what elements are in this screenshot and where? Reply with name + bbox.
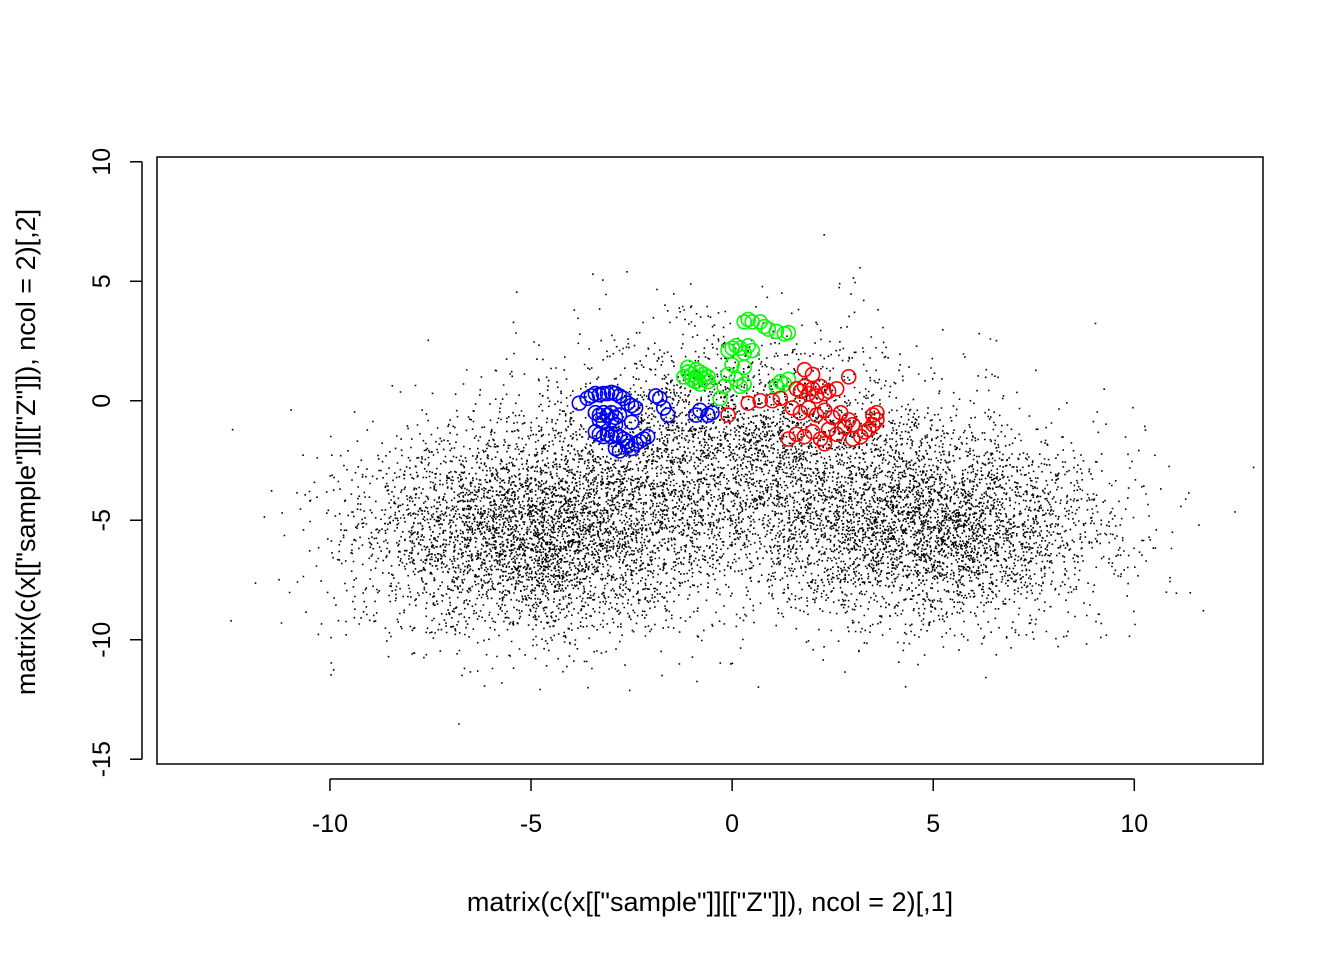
data-point [700, 407, 716, 423]
data-point [688, 407, 704, 423]
data-point [865, 407, 881, 423]
data-point [619, 395, 636, 411]
data-point [869, 404, 885, 421]
data-point [696, 371, 712, 388]
data-point [732, 378, 748, 395]
data-point [788, 426, 805, 443]
data-point [680, 359, 696, 376]
data-point [740, 395, 757, 411]
x-tick-label: 5 [926, 810, 940, 838]
data-point [720, 407, 736, 423]
y-tick-label: -5 [88, 509, 116, 531]
data-point [784, 400, 801, 416]
data-point [740, 311, 757, 328]
y-axis: -15 -10 -5 0 5 10 [88, 148, 143, 777]
data-point [700, 369, 716, 385]
data-point [804, 366, 821, 383]
data-point [780, 324, 797, 341]
data-point [659, 407, 676, 423]
data-point [607, 440, 624, 457]
data-point [752, 392, 769, 409]
y-tick-label: 0 [88, 394, 116, 408]
data-point [869, 412, 885, 428]
data-point [627, 400, 644, 416]
y-axis-title: matrix(c(x[["sample"]][["Z"]]), ncol = 2… [11, 209, 41, 695]
data-point [764, 392, 781, 409]
x-tick-label: -5 [520, 810, 542, 838]
data-point [720, 342, 736, 359]
data-point [571, 395, 588, 411]
data-point [579, 390, 596, 407]
data-point [696, 366, 712, 383]
x-tick-label: -10 [312, 810, 348, 838]
data-point [808, 407, 825, 423]
data-point [780, 431, 797, 447]
data-point [587, 424, 604, 440]
data-point [736, 376, 752, 392]
x-tick-label: 10 [1120, 810, 1148, 838]
data-point [688, 361, 704, 378]
data-point [796, 428, 813, 445]
data-point [692, 402, 708, 419]
data-point [623, 397, 640, 414]
data-point [792, 404, 809, 421]
series-2-markers [676, 311, 797, 407]
x-tick-label: 0 [725, 810, 739, 838]
data-point [623, 414, 640, 431]
data-point [796, 361, 813, 378]
data-point [772, 373, 789, 390]
data-point [583, 388, 600, 404]
data-point [760, 321, 777, 337]
data-point [720, 366, 736, 383]
data-point [780, 371, 797, 388]
data-point [744, 342, 761, 359]
data-point [840, 369, 857, 385]
data-point [861, 421, 877, 438]
data-point [635, 431, 652, 447]
data-point [647, 388, 664, 404]
data-point [611, 407, 628, 423]
data-point [772, 390, 789, 407]
data-point [740, 337, 757, 354]
data-point [611, 443, 628, 459]
data-point [595, 385, 612, 402]
data-point [792, 383, 809, 399]
colored-markers [571, 311, 885, 459]
data-point [736, 314, 752, 330]
data-point [844, 431, 861, 447]
data-point [627, 435, 644, 452]
data-point [631, 433, 648, 450]
data-point [595, 428, 612, 445]
data-point [724, 357, 740, 373]
y-tick-label: 10 [88, 148, 116, 176]
y-tick-label: 5 [88, 274, 116, 288]
data-point [820, 383, 837, 399]
data-point [599, 426, 616, 443]
data-point [704, 404, 720, 421]
data-point [820, 421, 837, 438]
x-axis: -10 -5 0 5 10 [312, 778, 1148, 838]
data-point [591, 426, 608, 443]
data-point [768, 323, 785, 340]
data-point [828, 381, 845, 397]
x-axis-title: matrix(c(x[["sample"]][["Z"]]), ncol = 2… [467, 887, 953, 917]
data-point [732, 340, 748, 356]
data-point [836, 419, 853, 435]
series-3-markers [720, 361, 885, 452]
y-tick-label: -15 [88, 741, 116, 777]
data-point [812, 431, 829, 447]
y-tick-label: -10 [88, 622, 116, 658]
plot-frame [156, 156, 1264, 765]
data-point [816, 435, 833, 452]
data-point [639, 428, 656, 445]
series-1-markers [571, 384, 720, 459]
data-point [603, 412, 620, 428]
data-point [651, 390, 668, 407]
data-point [607, 385, 624, 402]
